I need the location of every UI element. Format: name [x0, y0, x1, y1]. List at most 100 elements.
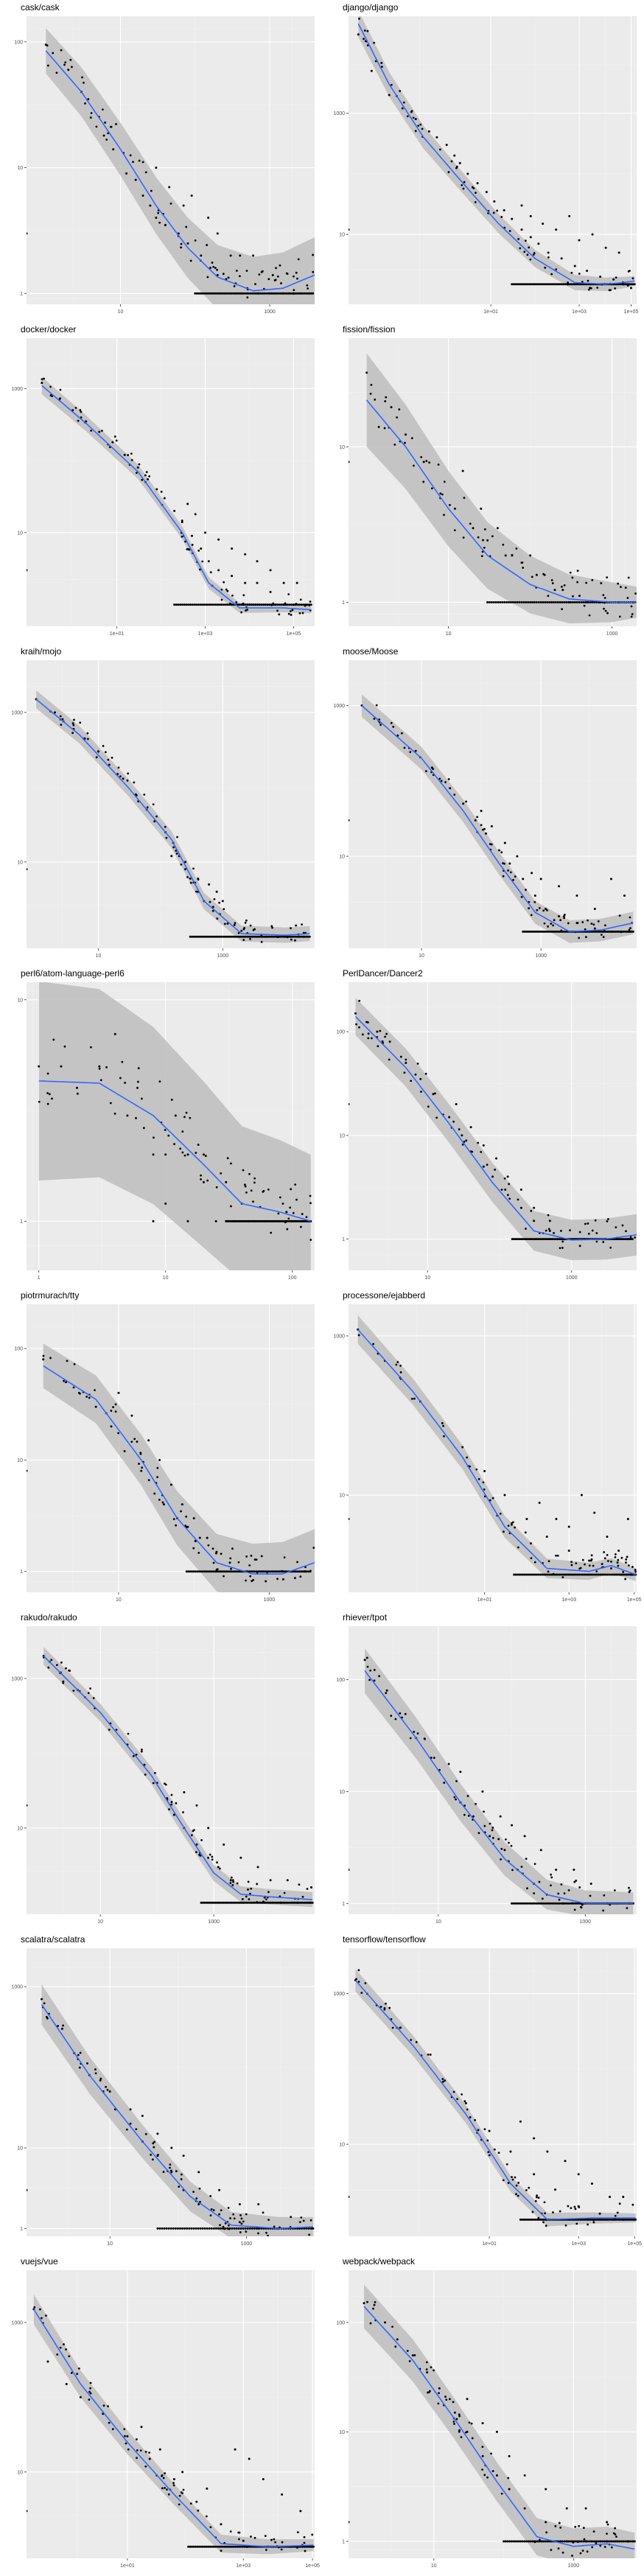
data-point	[476, 816, 479, 819]
data-point	[197, 2171, 200, 2174]
data-point	[295, 935, 298, 938]
data-point	[290, 614, 293, 616]
data-point	[135, 472, 138, 475]
data-point	[218, 2213, 221, 2216]
data-point	[514, 283, 517, 286]
data-point	[558, 885, 561, 888]
data-point	[619, 283, 622, 286]
data-point	[412, 116, 415, 119]
data-point	[230, 292, 233, 295]
data-point	[526, 253, 529, 256]
data-point	[597, 2540, 600, 2543]
data-point	[235, 1570, 238, 1573]
data-point	[253, 1181, 256, 1184]
data-point	[90, 430, 93, 432]
data-point	[595, 601, 598, 603]
data-point	[411, 2354, 414, 2357]
data-point	[483, 1470, 486, 1473]
data-point	[600, 582, 603, 584]
data-point	[236, 2545, 239, 2548]
data-point	[565, 2540, 568, 2543]
x-tick-label: 10	[118, 309, 124, 315]
data-point	[551, 1238, 554, 1241]
data-point	[295, 924, 298, 927]
data-point	[244, 581, 247, 584]
y-tick-label: 10	[339, 855, 345, 860]
data-point	[223, 923, 226, 925]
data-point	[241, 2545, 244, 2548]
data-point	[90, 1046, 92, 1049]
data-point	[55, 71, 58, 74]
data-point	[197, 603, 200, 606]
data-point	[373, 1679, 376, 1682]
data-point	[259, 1570, 262, 1573]
data-point	[363, 29, 366, 32]
data-point	[301, 1570, 304, 1573]
data-point	[617, 2218, 620, 2221]
data-point	[592, 2221, 595, 2224]
data-point	[424, 1072, 427, 1075]
data-point	[116, 773, 119, 775]
data-point	[609, 289, 612, 292]
data-point	[250, 1570, 253, 1573]
data-point	[541, 1897, 544, 1900]
data-point	[214, 2545, 217, 2548]
data-point	[394, 1718, 397, 1721]
data-point	[181, 1151, 184, 1154]
smooth-line	[354, 1980, 636, 2221]
data-point	[300, 1570, 303, 1573]
data-point	[27, 1469, 28, 1472]
data-point	[303, 1901, 306, 1904]
data-point	[467, 1814, 470, 1817]
data-point	[468, 2421, 471, 2424]
data-point	[565, 601, 568, 603]
data-point	[502, 862, 504, 864]
x-tick-label: 1	[38, 1275, 41, 1281]
data-point	[191, 544, 194, 546]
data-point	[257, 2227, 260, 2230]
data-point	[225, 2545, 228, 2548]
data-point	[298, 1901, 301, 1904]
data-point	[119, 775, 122, 778]
data-point	[531, 872, 533, 875]
data-point	[240, 2222, 243, 2225]
data-point	[521, 1902, 524, 1905]
data-point	[139, 2449, 142, 2452]
data-point	[368, 1679, 371, 1681]
data-point	[490, 825, 493, 827]
data-point	[214, 2227, 217, 2230]
data-point	[485, 832, 488, 835]
data-point	[396, 1361, 399, 1363]
data-point	[153, 2141, 155, 2143]
data-point	[410, 1398, 413, 1400]
data-point	[262, 2478, 265, 2481]
data-point	[111, 441, 114, 444]
data-point	[119, 1077, 122, 1079]
data-point	[242, 2539, 245, 2542]
data-point	[214, 1570, 217, 1573]
data-point	[453, 794, 456, 796]
data-point	[503, 209, 505, 211]
data-point	[244, 1185, 247, 1188]
smooth-line	[33, 2309, 314, 2548]
data-point	[287, 1901, 290, 1904]
data-point	[506, 1194, 509, 1197]
data-point	[256, 1866, 259, 1869]
data-point	[511, 2540, 514, 2543]
data-point	[304, 604, 307, 607]
x-tick-label: 1000	[264, 309, 276, 315]
data-point	[609, 1573, 612, 1576]
data-point	[480, 507, 483, 510]
data-point	[216, 1570, 219, 1573]
data-point	[295, 1198, 298, 1201]
data-point	[584, 1563, 586, 1566]
data-point	[164, 1153, 167, 1156]
data-point	[500, 851, 503, 854]
data-point	[226, 603, 229, 606]
data-point	[606, 2521, 609, 2524]
data-point	[587, 919, 589, 922]
data-point	[301, 612, 304, 615]
data-point	[231, 594, 234, 597]
data-point	[627, 1564, 630, 1567]
data-point	[621, 1224, 624, 1227]
